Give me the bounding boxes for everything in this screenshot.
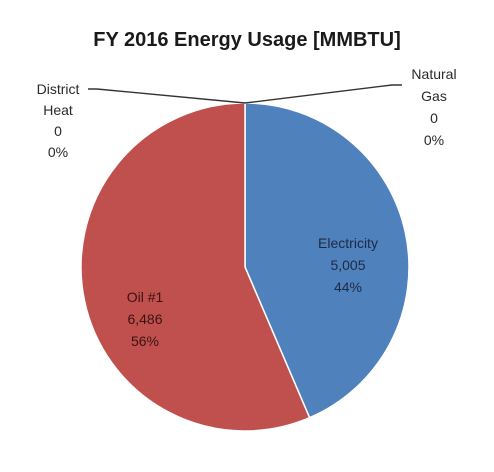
pie-slice-oil-1 xyxy=(80,102,311,432)
label-electricity-line-2: 5,005 xyxy=(330,257,365,273)
label-district-heat-line-4: 0% xyxy=(48,144,68,160)
leader-line-district-heat xyxy=(88,88,246,104)
label-natural-gas-line-4: 0% xyxy=(424,132,444,148)
pie-slices xyxy=(80,102,410,432)
label-natural-gas-line-3: 0 xyxy=(430,110,438,126)
label-oil-line-2: 6,486 xyxy=(127,311,162,327)
label-electricity-line-1: Electricity xyxy=(318,235,378,251)
label-district-heat-line-1: District xyxy=(37,81,80,97)
label-oil-line-1: Oil #1 xyxy=(127,289,164,305)
leader-line-natural-gas xyxy=(244,84,402,104)
label-natural-gas-line-2: Gas xyxy=(421,88,447,104)
label-electricity-line-3: 44% xyxy=(334,279,362,295)
label-oil-line-3: 56% xyxy=(131,333,159,349)
slice-labels: District Heat 0 0% Natural Gas 0 0% Electricity 5… xyxy=(37,66,457,349)
pie-slice-electricity xyxy=(244,102,410,419)
leader-lines xyxy=(88,84,402,104)
label-district-heat-line-3: 0 xyxy=(54,123,62,139)
label-natural-gas-line-1: Natural xyxy=(411,66,456,82)
chart-title: FY 2016 Energy Usage [MMBTU] xyxy=(93,29,401,51)
label-district-heat-line-2: Heat xyxy=(43,102,73,118)
